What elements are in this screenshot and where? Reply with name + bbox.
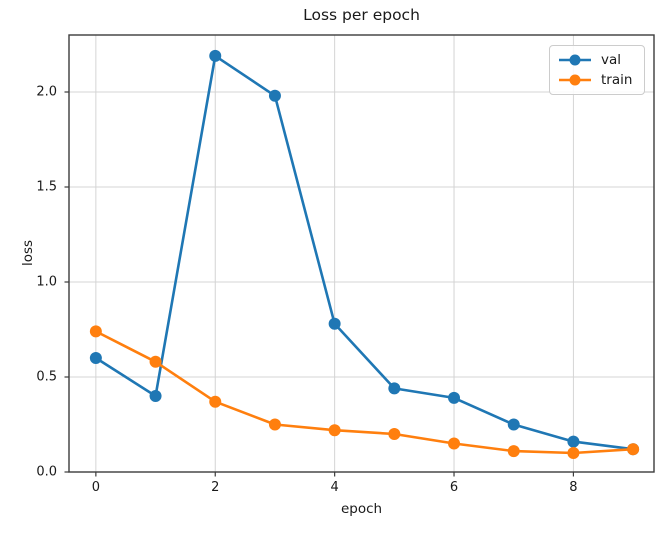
- legend: val train: [549, 45, 645, 95]
- series-marker-train: [89, 325, 102, 338]
- series-marker-train: [209, 395, 222, 408]
- series-marker-val: [567, 435, 580, 448]
- y-tick-label: 2.0: [36, 84, 57, 100]
- y-axis-label: loss: [20, 239, 36, 267]
- series-marker-train: [507, 445, 520, 458]
- series-marker-train: [448, 437, 461, 450]
- series-marker-train: [328, 424, 341, 437]
- y-tick-label: 1.5: [36, 179, 57, 195]
- x-tick-label: 4: [330, 480, 339, 495]
- legend-label: val: [601, 52, 622, 68]
- series-marker-val: [328, 317, 341, 330]
- series-marker-train: [567, 447, 580, 459]
- series-marker-val: [209, 49, 222, 62]
- chart-title: Loss per epoch: [303, 6, 420, 24]
- x-tick-label: 2: [211, 480, 220, 495]
- x-tick-label: 6: [449, 480, 459, 495]
- legend-line-icon: [559, 54, 591, 66]
- y-tick-label: 0.5: [36, 369, 57, 385]
- series-marker-val: [448, 391, 461, 404]
- legend-entry-val: val: [557, 50, 636, 70]
- series-marker-train: [149, 355, 162, 368]
- series-marker-val: [89, 352, 102, 364]
- series-marker-val: [388, 382, 401, 395]
- series-marker-val: [268, 89, 281, 102]
- y-tick-label: 0.0: [36, 464, 57, 480]
- x-tick-label: 0: [91, 480, 100, 495]
- x-axis-label: epoch: [340, 501, 383, 517]
- series-marker-train: [268, 418, 281, 431]
- y-tick-label: 1.0: [36, 274, 57, 290]
- series-marker-train: [627, 443, 640, 456]
- series-line-val: [94, 54, 635, 451]
- x-tick-label: 8: [569, 480, 578, 495]
- series-marker-val: [507, 418, 520, 431]
- legend-entry-train: train: [557, 70, 636, 90]
- series-marker-val: [149, 390, 162, 402]
- series-line-train: [94, 330, 635, 455]
- legend-line-icon: [559, 74, 591, 86]
- axes-frame: [68, 34, 655, 473]
- series-marker-train: [388, 428, 401, 440]
- legend-label: train: [601, 72, 633, 88]
